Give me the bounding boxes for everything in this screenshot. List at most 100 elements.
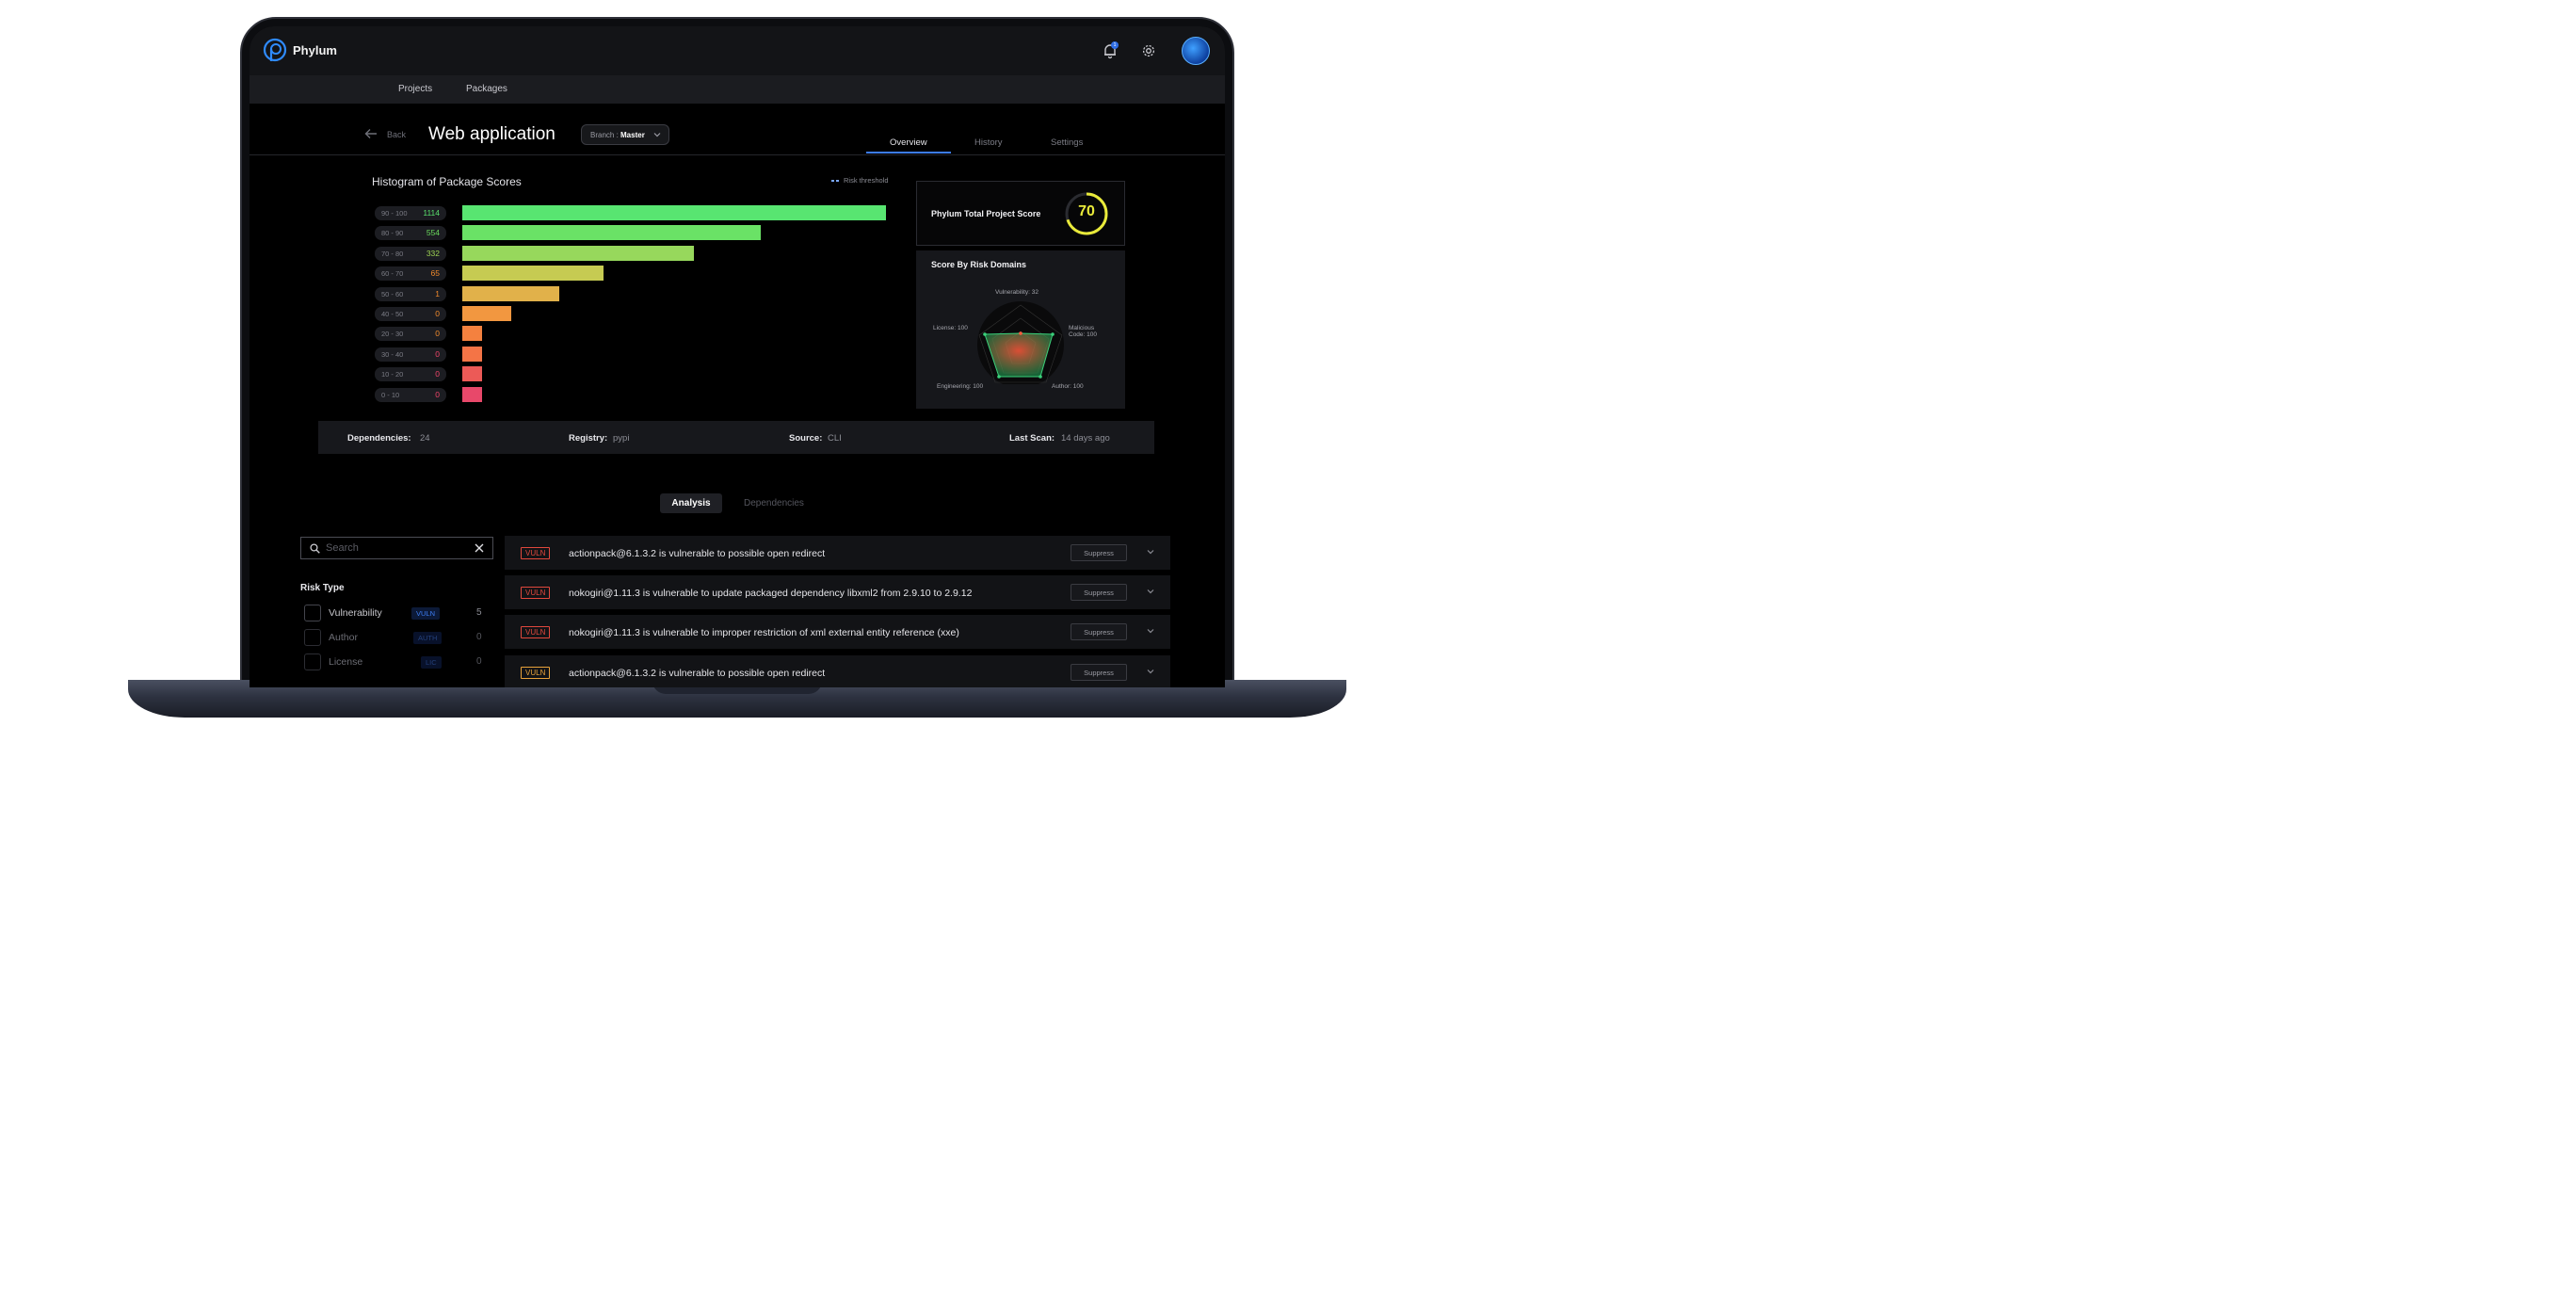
segment-analysis[interactable]: Analysis [660, 493, 722, 513]
tab-history[interactable]: History [974, 137, 1003, 148]
expand-chevron-icon[interactable] [1147, 668, 1154, 675]
branch-prefix: Branch : [590, 131, 621, 139]
notification-count-badge: 1 [1111, 41, 1119, 49]
histogram-bucket-label: 10 - 20 0 [375, 367, 446, 381]
histogram-bucket-count: 1114 [423, 208, 440, 218]
filter-count-license: 0 [476, 656, 482, 667]
histogram-bucket-count: 0 [435, 329, 440, 338]
dependencies-key: Dependencies: [347, 433, 411, 444]
source-key: Source: [789, 433, 823, 444]
expand-chevron-icon[interactable] [1147, 588, 1154, 595]
filter-checkbox-author[interactable] [304, 629, 321, 646]
registry-key: Registry: [569, 433, 608, 444]
filter-count-vulnerability: 5 [476, 607, 482, 618]
histogram-bar [462, 266, 604, 281]
notification-bell-icon[interactable] [1102, 42, 1119, 59]
radar-label-engineering: Engineering: 100 [937, 383, 984, 390]
risk-threshold-legend-marker [831, 180, 840, 182]
histogram-bar [462, 205, 886, 220]
histogram-bucket-range: 70 - 80 [381, 250, 404, 258]
filter-checkbox-vulnerability[interactable] [304, 605, 321, 621]
issue-row[interactable]: VULN nokogiri@1.11.3 is vulnerable to im… [505, 615, 1170, 649]
registry-value: pypi [613, 433, 630, 444]
risk-radar-chart [977, 301, 1064, 384]
search-input[interactable] [326, 541, 467, 556]
project-score-gauge [1065, 192, 1108, 235]
risk-threshold-legend-label: Risk threshold [844, 176, 889, 185]
search-icon [310, 543, 320, 554]
histogram-bucket-label: 30 - 40 0 [375, 347, 446, 362]
tab-settings[interactable]: Settings [1051, 137, 1084, 148]
app-screen: Phylum 1 Projects Packages Back Web appl… [250, 26, 1225, 687]
active-tab-indicator [866, 152, 951, 153]
source-value: CLI [828, 433, 842, 444]
search-box [300, 537, 493, 559]
histogram-bucket-count: 1 [435, 289, 440, 299]
expand-chevron-icon[interactable] [1147, 548, 1154, 556]
tab-overview[interactable]: Overview [890, 137, 927, 148]
back-arrow-icon[interactable] [364, 127, 378, 140]
suppress-button[interactable]: Suppress [1071, 664, 1127, 681]
risk-domains-title: Score By Risk Domains [931, 260, 1027, 269]
issue-description: actionpack@6.1.3.2 is vulnerable to poss… [569, 668, 826, 679]
brand-name: Phylum [293, 43, 337, 57]
project-meta-bar [318, 421, 1154, 454]
histogram-bucket-count: 0 [435, 349, 440, 359]
phylum-logo-icon[interactable] [263, 38, 287, 62]
back-link[interactable]: Back [387, 130, 407, 139]
settings-gear-icon[interactable] [1141, 43, 1156, 58]
page-title: Web application [428, 124, 555, 144]
histogram-bucket-label: 0 - 10 0 [375, 388, 446, 402]
issue-description: nokogiri@1.11.3 is vulnerable to update … [569, 588, 973, 599]
last-scan-key: Last Scan: [1009, 433, 1055, 444]
issue-row[interactable]: VULN actionpack@6.1.3.2 is vulnerable to… [505, 655, 1170, 687]
user-avatar[interactable] [1182, 37, 1210, 65]
header-divider [250, 154, 1225, 155]
histogram-bucket-label: 80 - 90 554 [375, 226, 446, 240]
nav-packages[interactable]: Packages [466, 84, 507, 94]
histogram-bar [462, 387, 482, 402]
project-score-value: 70 [1078, 203, 1095, 219]
radar-label-malicious-line1: Malicious [1069, 325, 1095, 331]
histogram-bucket-count: 0 [435, 390, 440, 399]
suppress-button[interactable]: Suppress [1071, 544, 1127, 561]
histogram-bucket-range: 50 - 60 [381, 290, 404, 299]
issue-description: nokogiri@1.11.3 is vulnerable to imprope… [569, 627, 959, 638]
issue-row[interactable]: VULN nokogiri@1.11.3 is vulnerable to up… [505, 575, 1170, 609]
nav-projects[interactable]: Projects [398, 84, 433, 94]
radar-label-license: License: 100 [933, 325, 968, 331]
histogram-bucket-range: 0 - 10 [381, 391, 400, 399]
filter-label-vulnerability: Vulnerability [329, 607, 382, 619]
filter-count-author: 0 [476, 632, 482, 642]
filter-badge-vuln: VULN [411, 607, 441, 620]
histogram-bucket-label: 90 - 100 1114 [375, 206, 446, 220]
histogram-bucket-range: 40 - 50 [381, 310, 404, 318]
histogram-bucket-range: 20 - 30 [381, 330, 404, 338]
histogram-bucket-count: 0 [435, 369, 440, 379]
histogram-bucket-label: 40 - 50 0 [375, 307, 446, 321]
histogram-bucket-count: 554 [426, 228, 440, 237]
filter-checkbox-license[interactable] [304, 654, 321, 670]
issue-type-badge: VULN [521, 667, 551, 679]
issue-row[interactable]: VULN actionpack@6.1.3.2 is vulnerable to… [505, 536, 1170, 570]
branch-selector[interactable]: Branch : Master [581, 124, 669, 145]
histogram-bucket-range: 60 - 70 [381, 269, 404, 278]
histogram-bucket-label: 20 - 30 0 [375, 327, 446, 341]
histogram-bucket-range: 30 - 40 [381, 350, 404, 359]
clear-search-icon[interactable] [475, 543, 484, 553]
segment-dependencies[interactable]: Dependencies [744, 498, 804, 508]
last-scan-value: 14 days ago [1061, 433, 1110, 444]
radar-label-vulnerability: Vulnerability: 32 [995, 289, 1039, 296]
histogram-bucket-count: 65 [430, 268, 440, 278]
histogram-bar [462, 225, 761, 240]
filter-label-license: License [329, 656, 363, 668]
histogram-bucket-count: 0 [435, 309, 440, 318]
histogram-bucket-label: 70 - 80 332 [375, 247, 446, 261]
project-score-card [916, 181, 1125, 246]
suppress-button[interactable]: Suppress [1071, 584, 1127, 601]
dependencies-value: 24 [420, 433, 430, 444]
expand-chevron-icon[interactable] [1147, 627, 1154, 635]
issue-type-badge: VULN [521, 626, 551, 638]
suppress-button[interactable]: Suppress [1071, 623, 1127, 640]
radar-label-malicious-line2: Code: 100 [1069, 331, 1097, 338]
